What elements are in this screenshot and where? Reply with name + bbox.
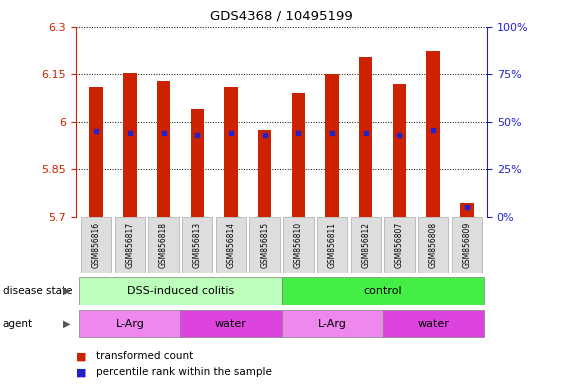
Bar	[325, 74, 339, 217]
FancyBboxPatch shape	[79, 277, 282, 305]
FancyBboxPatch shape	[317, 217, 347, 273]
Text: transformed count: transformed count	[96, 351, 193, 361]
Text: GSM856810: GSM856810	[294, 222, 303, 268]
Text: percentile rank within the sample: percentile rank within the sample	[96, 367, 271, 377]
FancyBboxPatch shape	[249, 217, 280, 273]
Text: GSM856817: GSM856817	[126, 222, 135, 268]
Text: ▶: ▶	[62, 319, 70, 329]
Bar	[426, 51, 440, 217]
FancyBboxPatch shape	[452, 217, 482, 273]
Text: L-Arg: L-Arg	[115, 318, 144, 329]
Text: water: water	[215, 318, 247, 329]
FancyBboxPatch shape	[418, 217, 448, 273]
FancyBboxPatch shape	[182, 217, 212, 273]
Text: agent: agent	[3, 319, 33, 329]
FancyBboxPatch shape	[383, 310, 484, 338]
Bar	[157, 81, 171, 217]
FancyBboxPatch shape	[282, 277, 484, 305]
FancyBboxPatch shape	[180, 310, 282, 338]
FancyBboxPatch shape	[282, 310, 383, 338]
FancyBboxPatch shape	[79, 310, 180, 338]
FancyBboxPatch shape	[385, 217, 414, 273]
Text: GSM856809: GSM856809	[462, 222, 471, 268]
Text: DSS-induced colitis: DSS-induced colitis	[127, 286, 234, 296]
Bar	[90, 87, 103, 217]
Bar	[258, 130, 271, 217]
FancyBboxPatch shape	[283, 217, 314, 273]
Bar	[392, 84, 406, 217]
Text: ▶: ▶	[62, 286, 70, 296]
Text: GSM856816: GSM856816	[92, 222, 101, 268]
FancyBboxPatch shape	[216, 217, 246, 273]
Text: GSM856812: GSM856812	[361, 222, 370, 268]
Bar	[224, 87, 238, 217]
Bar	[359, 57, 373, 217]
Bar	[460, 203, 473, 217]
Text: GSM856813: GSM856813	[193, 222, 202, 268]
Bar	[292, 93, 305, 217]
Bar	[190, 109, 204, 217]
Text: GSM856818: GSM856818	[159, 222, 168, 268]
Text: ■: ■	[76, 351, 87, 361]
Text: GSM856808: GSM856808	[428, 222, 437, 268]
Text: control: control	[363, 286, 402, 296]
FancyBboxPatch shape	[115, 217, 145, 273]
FancyBboxPatch shape	[81, 217, 111, 273]
Text: disease state: disease state	[3, 286, 72, 296]
Text: GDS4368 / 10495199: GDS4368 / 10495199	[210, 10, 353, 23]
FancyBboxPatch shape	[351, 217, 381, 273]
Bar	[123, 73, 137, 217]
Text: GSM856814: GSM856814	[226, 222, 235, 268]
Text: GSM856811: GSM856811	[328, 222, 337, 268]
Text: ■: ■	[76, 367, 87, 377]
Text: water: water	[417, 318, 449, 329]
Text: GSM856815: GSM856815	[260, 222, 269, 268]
Text: GSM856807: GSM856807	[395, 222, 404, 268]
Text: L-Arg: L-Arg	[318, 318, 346, 329]
FancyBboxPatch shape	[149, 217, 179, 273]
